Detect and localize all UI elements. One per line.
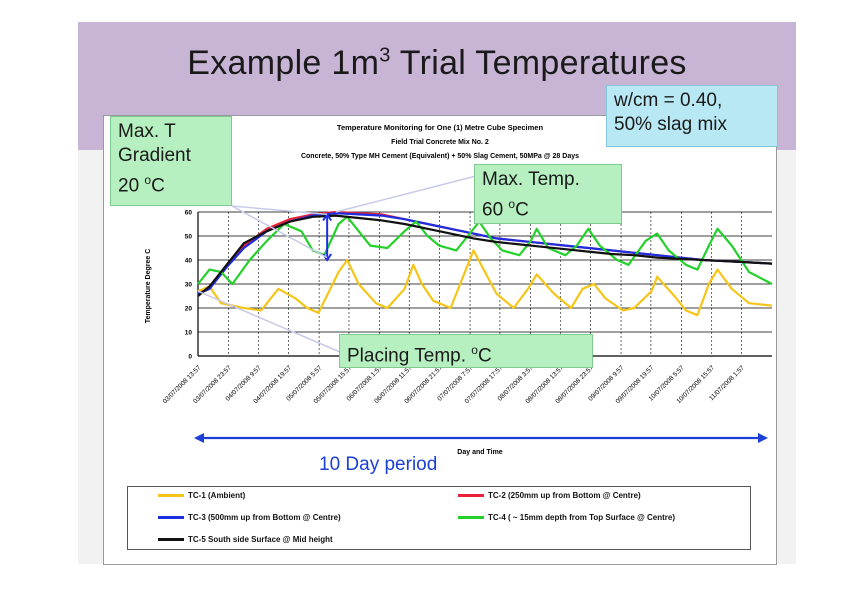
period-label: 10 Day period (319, 454, 438, 475)
chart-subtitle-1: Field Trial Concrete Mix No. 2 (391, 139, 489, 146)
legend-swatch (158, 494, 184, 497)
gradient-line-2: Gradient (118, 145, 191, 166)
legend-swatch (158, 538, 184, 541)
y-tick-label: 50 (185, 234, 193, 241)
gradient-pointer-2 (231, 205, 328, 259)
y-tick-label: 0 (188, 354, 192, 361)
mix-line-1: w/cm = 0.40, (614, 90, 723, 111)
series-line-tc5 (197, 214, 773, 297)
slide-title: Example 1m3 Trial Temperatures (187, 44, 687, 82)
mix-callout: w/cm = 0.40, 50% slag mix (606, 85, 778, 147)
gradient-line-1: Max. T (118, 121, 176, 142)
legend: TC-1 (Ambient) TC-2 (250mm up from Botto… (127, 486, 751, 550)
max-temp-line-2: 60 oC (482, 197, 529, 221)
placing-temp-callout: Placing Temp. oC (339, 334, 593, 368)
legend-item-tc2: TC-2 (250mm up from Bottom @ Centre) (458, 491, 641, 500)
placing-pointer (197, 290, 341, 353)
x-axis-label: Day and Time (457, 449, 502, 456)
legend-item-tc5: TC-5 South side Surface @ Mid height (158, 535, 333, 544)
gradient-callout: Max. T Gradient 20 oC (110, 116, 232, 206)
y-tick-label: 30 (185, 282, 193, 289)
chart-subtitle-2: Concrete, 50% Type MH Cement (Equivalent… (301, 153, 579, 160)
y-axis-label: Temperature Degree C (145, 249, 152, 324)
mix-line-2: 50% slag mix (614, 114, 727, 135)
y-tick-label: 20 (185, 306, 193, 313)
legend-swatch (458, 516, 484, 519)
period-arrowhead-left (194, 433, 204, 443)
legend-swatch (458, 494, 484, 497)
legend-item-tc3: TC-3 (500mm up from Bottom @ Centre) (158, 513, 341, 522)
max-temp-callout: Max. Temp. 60 oC (474, 164, 622, 224)
series-line-tc4 (197, 215, 773, 286)
gradient-pointer-1 (231, 205, 328, 216)
gradient-line-3: 20 oC (118, 173, 165, 197)
y-tick-label: 10 (185, 330, 193, 337)
max-temp-line-1: Max. Temp. (482, 169, 580, 190)
max-temp-pointer (335, 175, 477, 213)
legend-item-tc1: TC-1 (Ambient) (158, 491, 245, 500)
y-tick-label: 60 (185, 210, 193, 217)
y-tick-label: 40 (185, 258, 193, 265)
legend-swatch (158, 516, 184, 519)
legend-item-tc4: TC-4 ( ~ 15mm depth from Top Surface @ C… (458, 513, 675, 522)
period-arrowhead-right (758, 433, 768, 443)
chart-title: Temperature Monitoring for One (1) Metre… (337, 123, 544, 132)
series-line-tc1 (197, 249, 773, 317)
